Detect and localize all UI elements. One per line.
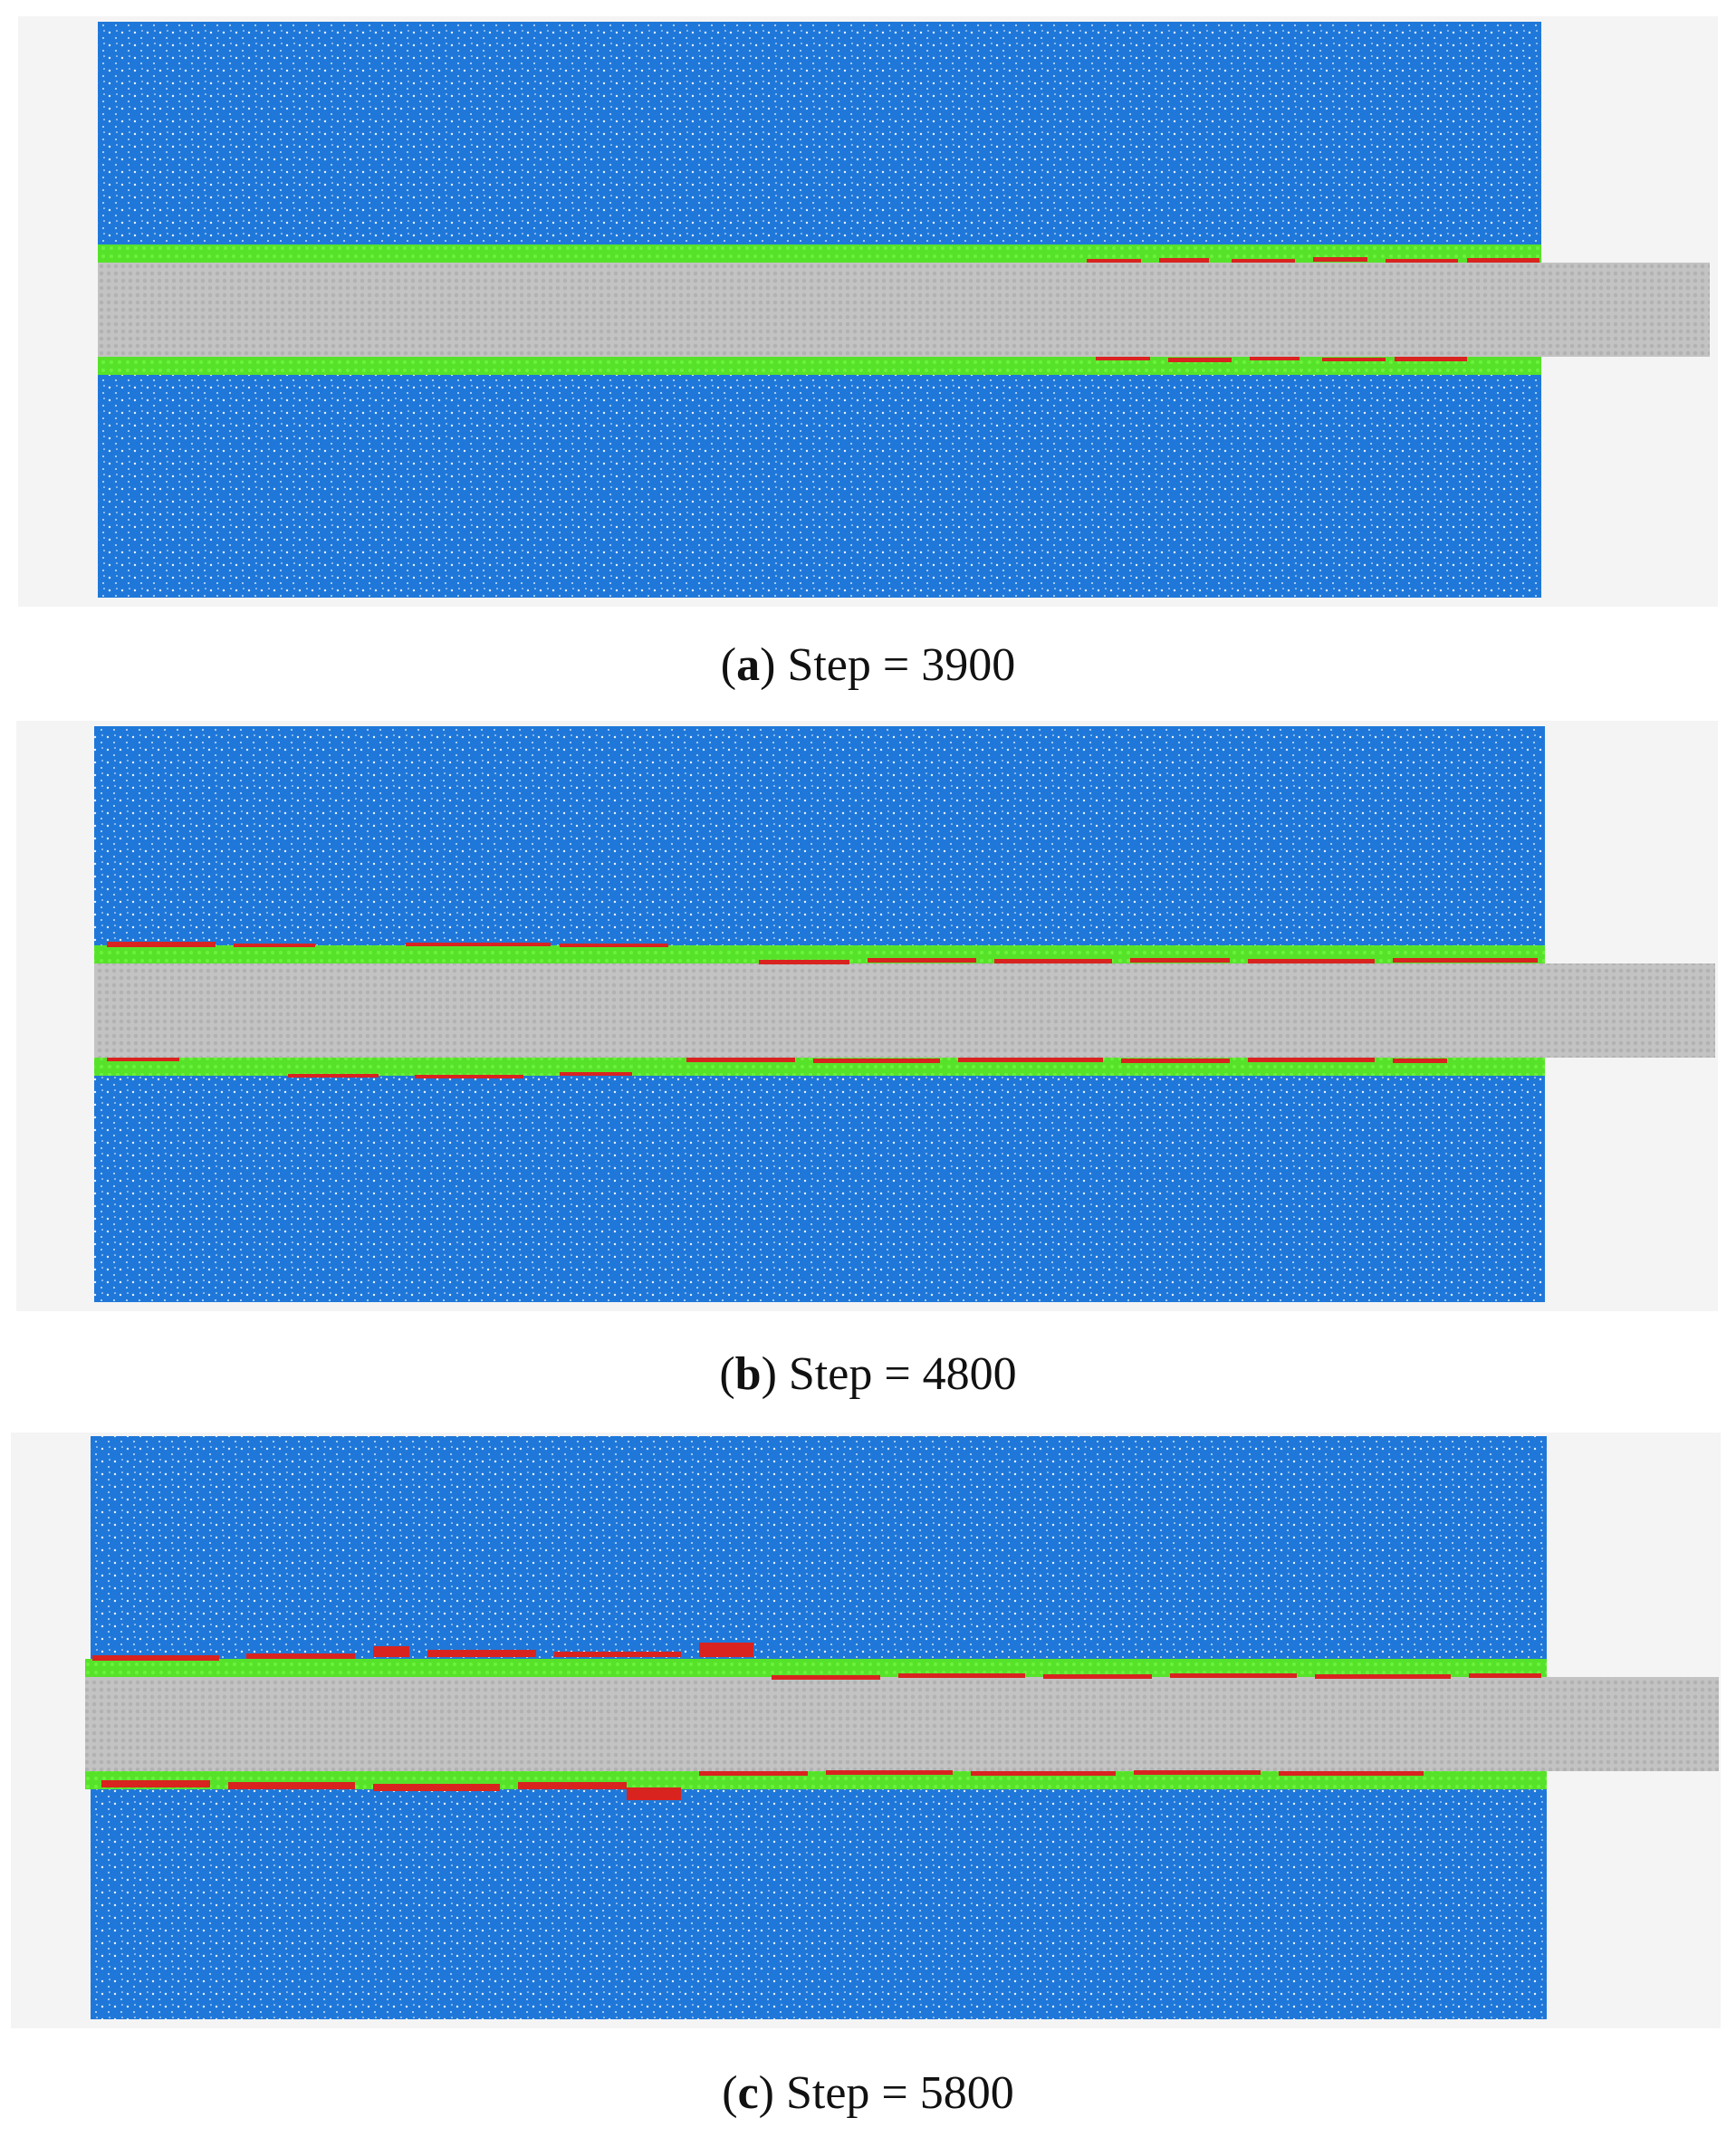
upper-specimen [94,726,1545,949]
lower-specimen [94,1076,1545,1302]
caption-b: (b) Step = 4800 [719,1348,1017,1400]
caption-c-letter: c [737,2067,759,2119]
steel-bar [85,1677,1719,1771]
lower-specimen [98,375,1541,598]
panel-c-image [11,1433,1721,2028]
upper-interface [85,1659,1547,1677]
caption-c: (c) Step = 5800 [722,2067,1014,2119]
caption-b-letter: b [734,1348,762,1400]
caption-a-letter: a [736,639,761,691]
caption-b-text: Step = 4800 [788,1348,1017,1400]
lower-specimen [91,1789,1547,2019]
caption-a: (a) Step = 3900 [720,639,1016,691]
caption-a-text: Step = 3900 [787,639,1016,691]
steel-bar [94,963,1715,1058]
upper-specimen [91,1436,1547,1666]
steel-bar [98,263,1710,357]
caption-c-text: Step = 5800 [785,2067,1014,2119]
crack-marks [1087,257,1539,362]
panel-a-image [18,16,1718,607]
panel-b-image [16,721,1718,1311]
upper-specimen [98,22,1541,250]
crack-marks [92,1643,1541,1800]
crack-marks [107,942,1538,1078]
